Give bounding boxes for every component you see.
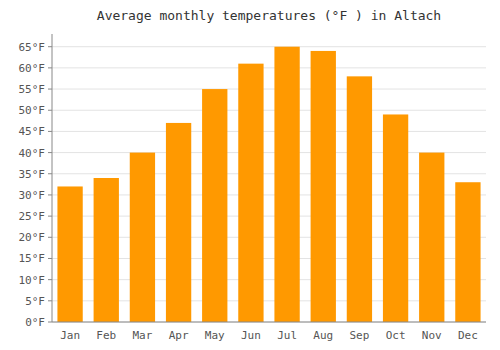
grid-line xyxy=(52,46,486,47)
title: Average monthly temperatures (°F ) in Al… xyxy=(97,8,441,23)
grid-line xyxy=(52,322,486,323)
bar xyxy=(274,47,299,322)
y-tick-label: 65°F xyxy=(19,41,46,54)
y-tick-label: 10°F xyxy=(19,274,46,287)
y-tick-label: 5°F xyxy=(25,295,45,308)
y-tick-label: 35°F xyxy=(19,168,46,181)
chart-container: Average monthly temperatures (°F ) in Al… xyxy=(0,0,500,350)
x-tick-label: Apr xyxy=(169,329,189,342)
grid xyxy=(52,47,486,322)
x-tick-label: Mar xyxy=(132,329,152,342)
y-tick-label: 25°F xyxy=(19,210,46,223)
grid-line xyxy=(52,110,486,111)
x-tick-label: Jul xyxy=(277,329,297,342)
y-tick xyxy=(48,194,52,195)
y-axis: 0°F 5°F 10°F 15°F 20°F 25°F 30°F 35°F 40°F 45°F 50… xyxy=(19,34,53,329)
y-tick xyxy=(48,237,52,238)
grid-line xyxy=(52,67,486,68)
grid-line xyxy=(52,131,486,132)
y-tick xyxy=(48,322,52,323)
x-tick-label: Aug xyxy=(313,329,333,342)
y-tick-label: 20°F xyxy=(19,231,46,244)
x-axis: Jan Feb Mar Apr May Jun Jul Aug Sep Oct Nov Dec xyxy=(52,322,486,342)
bar xyxy=(130,153,155,322)
bar xyxy=(202,89,227,322)
y-tick-label: 15°F xyxy=(19,252,46,265)
y-tick-label: 60°F xyxy=(19,62,46,75)
bar xyxy=(383,114,408,322)
x-tick-label: Dec xyxy=(458,329,478,342)
y-tick-label: 30°F xyxy=(19,189,46,202)
y-tick-label: 45°F xyxy=(19,125,46,138)
y-tick-label: 50°F xyxy=(19,104,46,117)
y-tick xyxy=(48,131,52,132)
y-tick xyxy=(48,110,52,111)
x-tick-label: May xyxy=(205,329,225,342)
y-tick xyxy=(48,152,52,153)
bar xyxy=(166,123,191,322)
bar xyxy=(347,76,372,322)
chart: Average monthly temperatures (°F ) in Al… xyxy=(0,0,500,350)
bar xyxy=(57,186,82,322)
grid-line xyxy=(52,89,486,90)
bar xyxy=(455,182,480,322)
x-tick-label: Jan xyxy=(60,329,80,342)
y-tick xyxy=(48,46,52,47)
x-tick-label: Sep xyxy=(349,329,369,342)
bar xyxy=(94,178,119,322)
y-tick xyxy=(48,279,52,280)
bar xyxy=(311,51,336,322)
y-tick-label: 40°F xyxy=(19,147,46,160)
y-tick-label: 0°F xyxy=(25,316,45,329)
x-tick-label: Nov xyxy=(422,329,442,342)
y-tick xyxy=(48,216,52,217)
y-tick xyxy=(48,300,52,301)
page: {"chart_data": {"type": "bar", "title": … xyxy=(0,0,500,350)
y-tick xyxy=(48,89,52,90)
y-tick-label: 55°F xyxy=(19,83,46,96)
y-tick xyxy=(48,173,52,174)
x-axis-line xyxy=(52,322,486,323)
bar xyxy=(419,153,444,322)
x-tick-label: Feb xyxy=(96,329,116,342)
y-tick xyxy=(48,67,52,68)
x-tick-label: Oct xyxy=(386,329,406,342)
bar xyxy=(238,64,263,322)
y-tick xyxy=(48,258,52,259)
bars xyxy=(57,47,480,322)
x-tick-label: Jun xyxy=(241,329,261,342)
y-axis-line xyxy=(52,34,53,322)
